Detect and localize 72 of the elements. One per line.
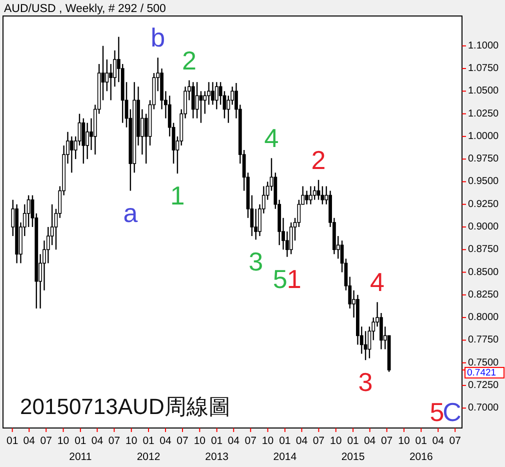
x-tick-label: 04 (296, 435, 308, 447)
annotation: C (442, 397, 462, 427)
y-tick-label: 0.9250 (468, 198, 500, 210)
candlestick (308, 186, 312, 205)
y-tick-label: 1.0500 (468, 86, 500, 97)
x-tick-label: 01 2015 (341, 435, 365, 463)
y-tick-label: 1.0000 (468, 130, 500, 142)
candlestick (312, 186, 316, 200)
x-tick-label: 01 2016 (409, 435, 433, 463)
candlestick (109, 63, 113, 101)
x-tick-label: 04 (364, 435, 376, 447)
annotation: a (123, 198, 138, 228)
x-tick-label: 01 2014 (273, 435, 297, 463)
text: 20150713AUD周線圖 (20, 394, 230, 419)
candlestick (86, 122, 90, 160)
x-tick-label: 04 (432, 435, 444, 447)
y-tick-label: 0.8500 (468, 266, 500, 278)
x-tick-label: 01 2013 (205, 435, 229, 463)
candlestick (26, 194, 30, 228)
y-tick-label: 0.7000 (468, 402, 500, 414)
x-tick-label: 01 (6, 435, 18, 447)
x-tick-label: 07 (40, 435, 52, 447)
y-tick-label: 1.1000 (468, 40, 500, 52)
annotation: 4 (370, 267, 385, 298)
y-tick-label: 0.8750 (468, 244, 500, 256)
y-tick-label: 1.0750 (468, 63, 500, 74)
x-tick-label: 10 (398, 435, 410, 447)
x-tick-label: 07 (176, 435, 188, 447)
x-tick-label: 04 (91, 435, 104, 447)
y-tick-label: 0.9500 (468, 176, 500, 188)
y-tick-label: 0.7500 (468, 357, 500, 368)
candlestick (191, 82, 195, 119)
annotation: b (150, 22, 166, 53)
x-tick-label: 10 (194, 435, 206, 447)
annotation: 3 (358, 367, 373, 398)
x-tick-label: 04 (23, 435, 36, 447)
y-tick-label: 1.0250 (468, 108, 500, 120)
y-tick-label: 0.8000 (468, 312, 500, 324)
annotation: 1 (286, 264, 302, 294)
x-tick-label: 07 (449, 435, 462, 447)
y-tick-label: 0.9000 (468, 221, 500, 232)
x-tick-label: 07 (108, 435, 120, 447)
chart-title: AUD/USD , Weekly, # 292 / 500 (4, 3, 166, 15)
x-tick-label: 10 (57, 435, 70, 447)
y-tick-label: 0.7750 (468, 334, 500, 346)
y-tick-label: 0.8250 (468, 289, 500, 300)
x-tick-label: 07 (312, 435, 325, 447)
annotation: 5 (272, 264, 288, 294)
candlestick (289, 222, 293, 255)
annotation: 3 (248, 246, 264, 277)
candlestick (82, 118, 86, 164)
x-tick-label: 07 (244, 435, 257, 447)
annotation: 2 (311, 144, 326, 175)
x-tick-label: 10 (262, 435, 274, 447)
x-tick-label: 01 2012 (136, 435, 160, 463)
candlestick (70, 136, 74, 174)
x-tick-label: 04 (228, 435, 240, 447)
candlestick (214, 82, 218, 110)
x-tick-label: 10 (126, 435, 138, 447)
candlestick (211, 82, 214, 106)
candlestick (305, 190, 308, 205)
text: 0.7421 (467, 367, 496, 378)
x-tick-label: 01 2011 (69, 435, 92, 463)
x-tick-label: 04 (160, 435, 172, 447)
annotation: 5 (430, 397, 444, 427)
annotation: 2 (182, 45, 196, 76)
x-tick-label: 10 (330, 435, 342, 447)
x-tick-label: 07 (380, 435, 393, 447)
annotation: 1 (170, 180, 185, 211)
annotation: 4 (264, 123, 279, 154)
y-tick-label: 0.9750 (468, 154, 500, 165)
y-tick-label: 0.7250 (468, 380, 500, 391)
